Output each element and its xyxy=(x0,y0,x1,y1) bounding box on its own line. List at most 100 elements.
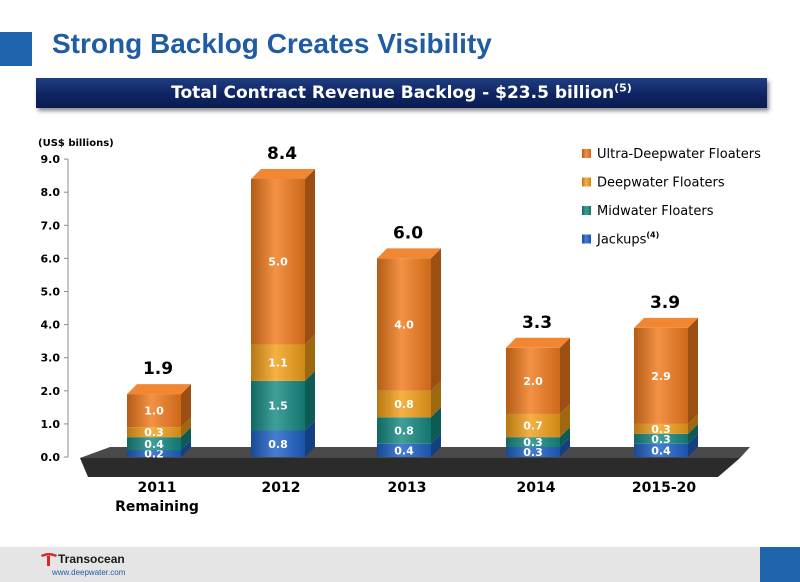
bar-side-face xyxy=(181,417,191,438)
bar-side-face xyxy=(560,427,570,448)
x-category-label-line: 2013 xyxy=(388,480,427,496)
bar-total-label: 3.9 xyxy=(650,293,680,313)
legend-label: Midwater Floaters xyxy=(597,204,714,219)
banner-footnote: (5) xyxy=(614,81,632,95)
y-tick-label: 2.0 xyxy=(41,385,61,398)
bar-front-face xyxy=(127,394,181,428)
bar-total-label: 3.3 xyxy=(522,313,552,333)
bar-segment-jackups xyxy=(251,420,315,457)
bar-side-face xyxy=(688,413,698,434)
bar-front-face xyxy=(251,344,305,381)
bar-front-face xyxy=(634,327,688,424)
bar-front-face xyxy=(377,443,431,457)
bar-top-face xyxy=(377,248,441,259)
bar-side-face xyxy=(431,380,441,418)
y-tick-label: 4.0 xyxy=(41,319,61,332)
bar-front-face xyxy=(506,437,560,448)
title-accent-bar xyxy=(0,32,32,66)
bar-segment-jackups xyxy=(634,433,698,457)
bar-front-face xyxy=(127,427,181,438)
transocean-logo-icon xyxy=(41,553,57,566)
bar-front-face xyxy=(251,178,305,345)
bar-value-label: 2.9 xyxy=(651,370,671,383)
bar-value-label: 0.3 xyxy=(523,446,543,459)
bar-segment-jackups xyxy=(127,440,191,457)
x-category-label: 2011 Remaining xyxy=(115,480,199,515)
bar-top-face xyxy=(127,384,191,395)
x-category-label: 2013 xyxy=(388,480,427,496)
bar-front-face xyxy=(251,380,305,431)
bar-value-label: 0.2 xyxy=(144,448,164,461)
bar-value-label: 0.4 xyxy=(394,444,414,457)
bar-value-label: 0.4 xyxy=(651,444,671,457)
chart-floor xyxy=(80,458,740,477)
bar-side-face xyxy=(181,440,191,457)
bar-top-face xyxy=(251,168,315,179)
bar-side-face xyxy=(431,433,441,457)
y-tick-label: 1.0 xyxy=(41,418,61,431)
bar-segment-deepwater xyxy=(634,413,698,434)
bar-front-face xyxy=(127,437,181,451)
bar-segment-deepwater xyxy=(127,417,191,438)
x-category-label-line: 2014 xyxy=(517,480,556,496)
x-category-label: 2015-20 xyxy=(632,480,697,496)
bar-front-face xyxy=(506,447,560,457)
bar-top-face xyxy=(634,317,698,328)
bar-value-label: 0.3 xyxy=(651,433,671,446)
bar-side-face xyxy=(305,334,315,381)
x-category-label-line: 2012 xyxy=(262,480,301,496)
bar-side-face xyxy=(688,433,698,457)
y-tick-label: 9.0 xyxy=(41,153,61,166)
bar-segment-ultra-deepwater xyxy=(377,248,441,391)
bar-side-face xyxy=(305,420,315,457)
bar-value-label: 5.0 xyxy=(268,256,288,269)
bar-value-label: 0.4 xyxy=(144,438,164,451)
bar-value-label: 1.1 xyxy=(268,357,288,370)
bar-front-face xyxy=(377,417,431,444)
bar-front-face xyxy=(377,258,431,391)
bar-segment-ultra-deepwater xyxy=(251,168,315,345)
bar-value-label: 0.7 xyxy=(523,420,543,433)
bar-value-label: 0.8 xyxy=(394,398,414,411)
bar-side-face xyxy=(560,437,570,457)
bar-value-label: 4.0 xyxy=(394,319,414,332)
bar-front-face xyxy=(251,430,305,457)
legend-swatch-midwater xyxy=(582,206,591,215)
legend-swatch-ultra-deepwater xyxy=(582,149,591,158)
bar-segment-midwater xyxy=(506,427,570,448)
bar-segment-ultra-deepwater xyxy=(127,384,191,428)
bar-top-face xyxy=(506,337,570,348)
footer-bar xyxy=(0,547,800,582)
bar-value-label: 2.0 xyxy=(523,375,543,388)
bar-total-label: 1.9 xyxy=(143,359,173,379)
bar-segment-jackups xyxy=(377,433,441,457)
bar-side-face xyxy=(305,168,315,345)
bar-side-face xyxy=(305,370,315,431)
bar-value-label: 0.8 xyxy=(394,425,414,438)
bar-value-label: 0.3 xyxy=(651,423,671,436)
bar-value-label: 1.5 xyxy=(268,400,288,413)
legend-label: Deepwater Floaters xyxy=(597,176,725,191)
bar-side-face xyxy=(431,407,441,444)
legend-swatch-jackups xyxy=(582,234,591,244)
y-tick-label: 0.0 xyxy=(41,451,61,464)
bar-front-face xyxy=(506,413,560,438)
banner-text: Total Contract Revenue Backlog - $23.5 b… xyxy=(171,83,615,103)
bar-segment-deepwater xyxy=(377,380,441,418)
legend-swatch-deepwater xyxy=(582,177,591,187)
bar-value-label: 0.8 xyxy=(268,438,288,451)
backlog-banner: Total Contract Revenue Backlog - $23.5 b… xyxy=(36,78,767,108)
bar-segment-jackups xyxy=(506,437,570,457)
logo-name: Transocean xyxy=(58,552,125,566)
bar-segment-midwater xyxy=(634,423,698,444)
x-category-label: 2012 xyxy=(262,480,301,496)
bar-side-face xyxy=(560,337,570,414)
bar-segment-deepwater xyxy=(251,334,315,381)
y-tick-label: 3.0 xyxy=(41,352,61,365)
bar-value-label: 1.0 xyxy=(144,405,164,418)
x-category-label-line: Remaining xyxy=(115,499,199,515)
bar-front-face xyxy=(634,423,688,434)
y-tick-label: 6.0 xyxy=(41,252,61,265)
bar-front-face xyxy=(127,450,181,457)
